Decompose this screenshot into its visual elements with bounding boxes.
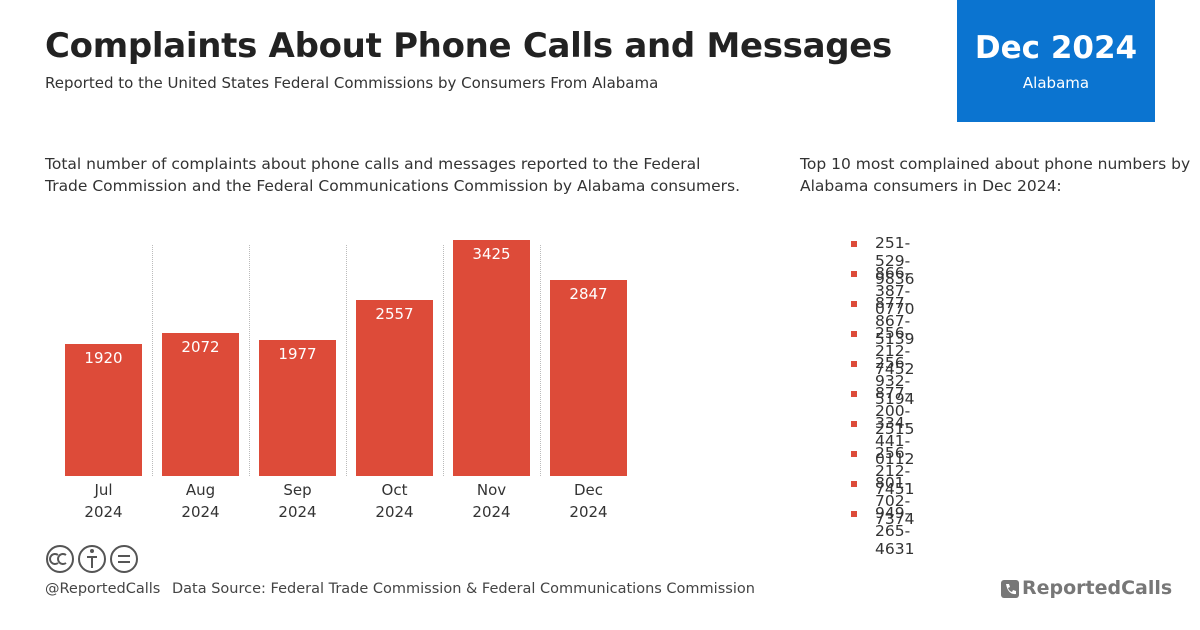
x-tick-label: Oct 2024 xyxy=(375,481,414,521)
x-tick-label: Dec 2024 xyxy=(569,481,608,521)
chart-description: Total number of complaints about phone c… xyxy=(45,155,741,195)
separator xyxy=(346,245,347,476)
phone-number: 866-387-0770 xyxy=(875,264,915,318)
phone-number: 256-932-5194 xyxy=(875,354,915,408)
value-label: 2847 xyxy=(569,284,608,303)
separator xyxy=(152,245,153,476)
value-label: 2072 xyxy=(181,338,220,357)
bullet xyxy=(851,241,857,247)
phone-number: 256-212-7452 xyxy=(875,324,915,378)
value-label: 3425 xyxy=(472,245,511,263)
phone-number: 949-265-4631 xyxy=(875,504,915,558)
footer-source: Data Source: Federal Trade Commission & … xyxy=(172,581,755,597)
x-tick-label: Sep 2024 xyxy=(278,481,317,521)
value-label: 1920 xyxy=(84,348,123,367)
phone-number: 256-212-7451 xyxy=(875,444,915,498)
phone-number: 334-441-0112 xyxy=(875,414,915,468)
value-label: 1977 xyxy=(278,344,317,363)
bullet xyxy=(851,331,857,337)
bar xyxy=(259,339,336,476)
bullet xyxy=(851,421,857,427)
subtitle: Reported to the United States Federal Co… xyxy=(45,74,659,92)
badge-region: Alabama xyxy=(1022,74,1090,92)
bullet xyxy=(851,301,857,307)
list-description: Top 10 most complained about phone numbe… xyxy=(800,155,1191,195)
license-icons xyxy=(46,545,138,573)
separator xyxy=(540,245,541,476)
separator xyxy=(249,245,250,476)
badge-period: Dec 2024 xyxy=(974,30,1138,66)
x-tick-label: Nov 2024 xyxy=(472,481,511,521)
bullet xyxy=(851,451,857,457)
phone-number: 801-702-7374 xyxy=(875,474,915,528)
bullet xyxy=(851,391,857,397)
bar xyxy=(162,333,239,476)
bar xyxy=(453,240,530,476)
value-label: 2557 xyxy=(375,304,414,323)
x-tick-label: Jul 2024 xyxy=(84,481,123,521)
bullet xyxy=(851,271,857,277)
bullet xyxy=(851,481,857,487)
badge: Dec 2024 Alabama xyxy=(957,0,1155,122)
separator xyxy=(443,245,444,476)
footer-handle: @ReportedCalls xyxy=(45,581,161,597)
bar xyxy=(356,299,433,476)
phone-number: 877-200-2515 xyxy=(875,384,915,438)
brand-icon xyxy=(1001,580,1019,598)
title: Complaints About Phone Calls and Message… xyxy=(45,26,892,66)
footer-brand: ReportedCalls xyxy=(1022,577,1173,599)
bullet xyxy=(851,511,857,517)
bullet xyxy=(851,361,857,367)
x-tick-label: Aug 2024 xyxy=(181,481,220,521)
phone-number: 877-867-5139 xyxy=(875,294,915,348)
bar xyxy=(550,279,627,476)
chart: 1920 Jul 2024 2072 Aug 2024 1977 Sep 2024 2557… xyxy=(65,240,627,521)
bar xyxy=(65,343,142,476)
phone-number: 251-529-9836 xyxy=(875,234,915,288)
